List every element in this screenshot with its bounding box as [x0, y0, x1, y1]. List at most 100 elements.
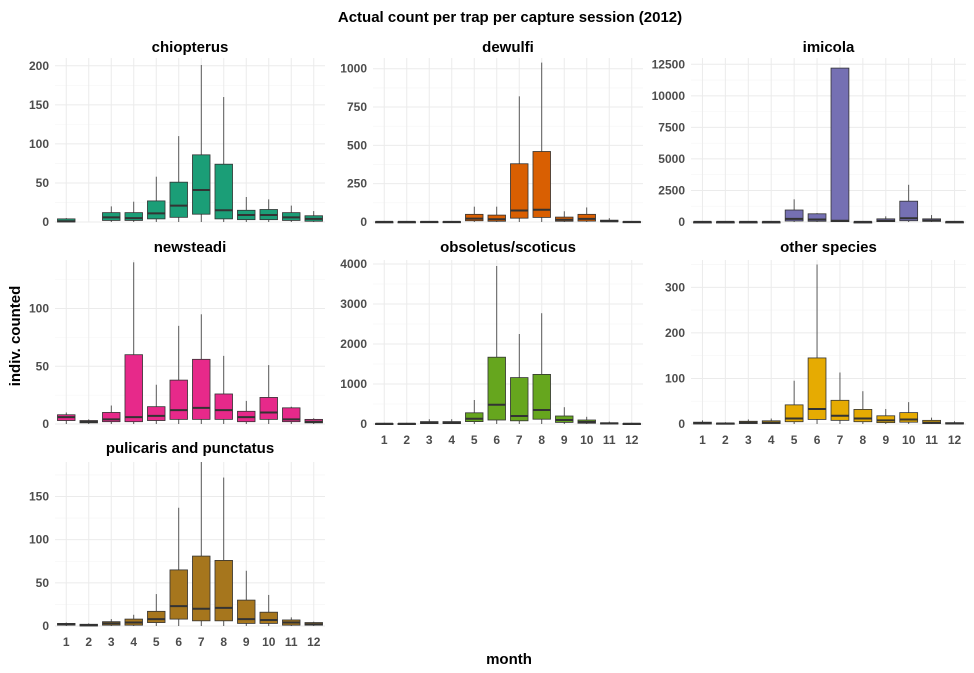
box-month-6: [169, 507, 188, 626]
box-iqr: [214, 393, 233, 420]
x-tick-label: 7: [516, 433, 523, 447]
x-tick-label: 2: [85, 635, 92, 649]
box-iqr: [876, 415, 896, 424]
box-iqr: [192, 154, 211, 215]
box-iqr: [282, 407, 301, 423]
box-month-4: [761, 220, 781, 224]
y-tick-label: 0: [42, 619, 49, 633]
x-tick-label: 10: [902, 433, 916, 447]
facet-panel: 0 250 500 750 1000 dewulfi: [340, 39, 643, 229]
box-month-3: [420, 419, 439, 425]
chart-title: Actual count per trap per capture sessio…: [338, 9, 682, 26]
x-tick-label: 11: [285, 635, 298, 649]
box-month-2: [397, 422, 416, 425]
facet-panel: 0 50 100 newsteadi: [29, 239, 325, 431]
y-tick-label: 50: [36, 576, 50, 590]
box-iqr: [214, 560, 233, 622]
box-month-4: [124, 201, 143, 222]
box-iqr: [487, 214, 506, 222]
box-month-1: [375, 220, 394, 224]
y-tick-label: 250: [347, 177, 367, 191]
box-month-2: [397, 220, 416, 224]
y-tick-label: 0: [678, 417, 685, 431]
box-month-7: [510, 334, 529, 424]
box-month-6: [169, 136, 188, 222]
box-month-12: [622, 220, 641, 224]
y-tick-label: 500: [347, 138, 367, 152]
box-month-3: [102, 619, 121, 626]
x-tick-label: 7: [198, 635, 205, 649]
y-tick-label: 7500: [658, 120, 685, 134]
box-month-12: [304, 211, 323, 222]
box-month-12: [945, 421, 964, 425]
box-iqr: [169, 181, 188, 218]
box-month-9: [237, 570, 256, 626]
box-iqr: [807, 213, 827, 222]
box-month-6: [807, 213, 827, 222]
box-month-12: [945, 220, 964, 224]
x-tick-label: 2: [403, 433, 410, 447]
x-tick-label: 5: [791, 433, 798, 447]
x-tick-label: 12: [948, 433, 962, 447]
box-month-10: [259, 199, 278, 222]
box-month-11: [600, 421, 619, 425]
box-month-9: [237, 400, 256, 424]
y-tick-label: 100: [29, 533, 49, 547]
box-month-7: [830, 372, 850, 424]
y-tick-label: 150: [29, 490, 49, 504]
box-iqr: [124, 354, 143, 423]
x-tick-label: 2: [722, 433, 729, 447]
box-iqr: [510, 377, 529, 422]
y-tick-label: 100: [29, 302, 49, 316]
box-month-3: [738, 419, 758, 424]
x-tick-label: 6: [814, 433, 821, 447]
box-month-11: [282, 205, 301, 222]
box-month-11: [922, 215, 941, 222]
y-tick-label: 2000: [340, 337, 367, 351]
y-tick-label: 0: [42, 215, 49, 229]
box-month-10: [577, 416, 596, 424]
x-tick-label: 12: [307, 635, 321, 649]
box-iqr: [830, 67, 850, 223]
box-month-1: [57, 412, 76, 424]
box-month-5: [784, 199, 804, 222]
box-month-2: [716, 422, 735, 425]
box-iqr: [147, 406, 166, 421]
box-month-8: [853, 220, 873, 224]
x-tick-label: 1: [381, 433, 388, 447]
box-month-6: [487, 206, 506, 222]
y-tick-label: 750: [347, 100, 367, 114]
y-tick-label: 150: [29, 98, 49, 112]
box-iqr: [237, 599, 256, 624]
box-month-11: [282, 406, 301, 424]
box-month-4: [761, 418, 781, 424]
x-tick-label: 11: [925, 433, 938, 447]
facet-label: obsoletus/scoticus: [440, 239, 576, 256]
box-month-9: [876, 216, 896, 223]
box-month-4: [124, 614, 143, 626]
box-month-4: [124, 262, 143, 424]
facet-label: newsteadi: [154, 239, 227, 256]
x-tick-label: 12: [625, 433, 639, 447]
box-iqr: [532, 373, 551, 420]
x-tick-label: 4: [768, 433, 775, 447]
box-month-3: [420, 220, 439, 224]
box-month-2: [79, 623, 98, 627]
box-month-10: [259, 365, 278, 424]
x-tick-label: 6: [493, 433, 500, 447]
y-tick-label: 100: [665, 371, 685, 385]
box-month-5: [465, 400, 484, 424]
box-month-7: [192, 462, 211, 626]
box-iqr: [487, 356, 506, 421]
box-month-11: [600, 218, 619, 223]
facet-panels: 050100150200chiopterus02505007501000dewu…: [29, 39, 966, 649]
x-tick-label: 11: [603, 433, 616, 447]
facet-label: pulicaris and punctatus: [106, 440, 274, 457]
x-tick-label: 10: [580, 433, 594, 447]
box-month-7: [192, 314, 211, 424]
box-iqr: [465, 213, 484, 222]
box-month-3: [102, 206, 121, 222]
box-month-10: [577, 207, 596, 222]
